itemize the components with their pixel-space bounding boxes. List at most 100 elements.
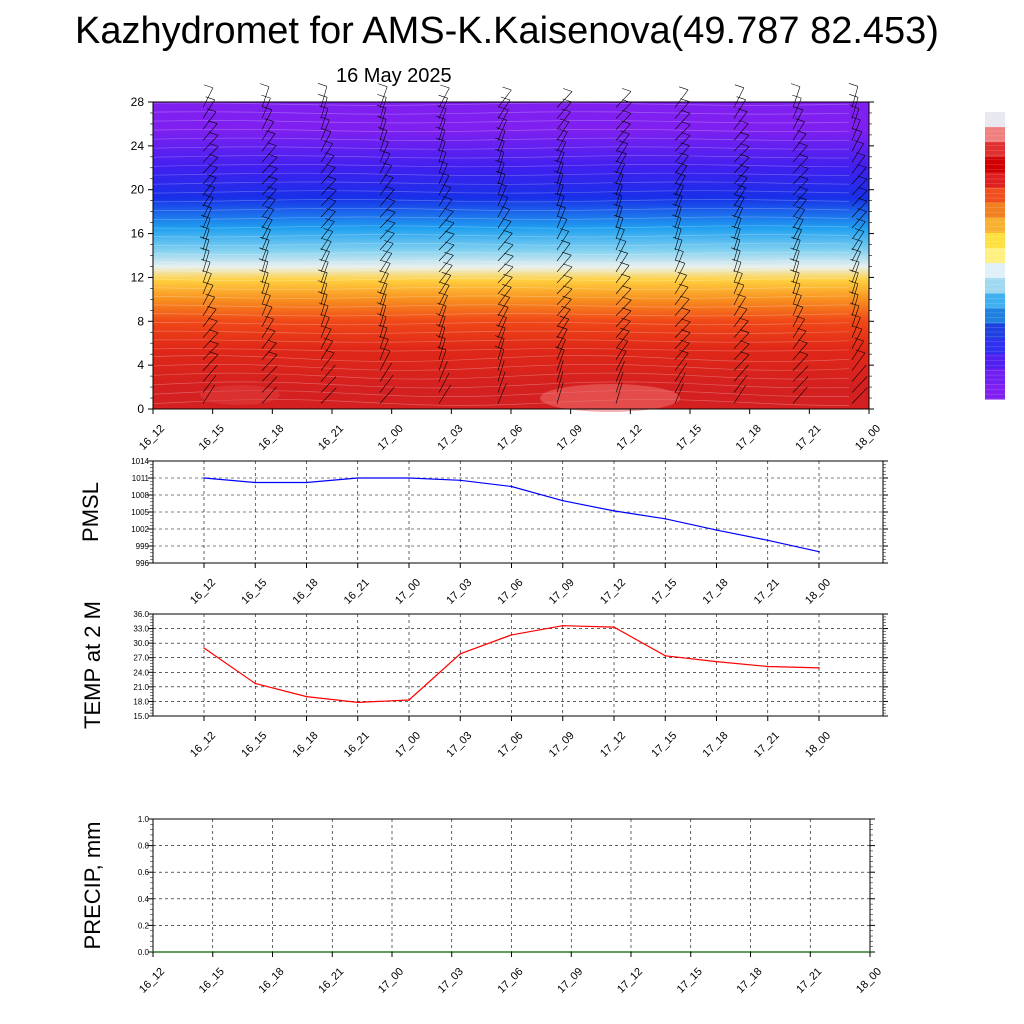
wind-barb [674,175,686,196]
wind-barb [733,374,748,393]
wind-barb-flag [259,269,269,274]
wind-barb-flag [385,186,395,190]
wind-barb-flag [553,170,563,175]
x-tick-label: 17_03 [444,730,474,760]
wind-barb [674,287,689,306]
data-point [305,695,308,698]
wind-barb-flag [378,324,388,329]
y-tick-label: 0.2 [138,921,150,930]
wind-barb [261,261,269,283]
wind-barb-flag [261,226,271,230]
x-tick-label: 17_00 [393,730,423,760]
wind-barb-flag [854,140,864,144]
wind-barb [556,101,572,119]
wind-barb [556,349,565,371]
wind-barb-flag [266,196,276,200]
precip-panel: 0.0 0.2 0.4 0.6 0.8 1.0 16_12 16_15 16_18 16_21 17… [80,815,884,996]
wind-barb-flag [675,260,686,264]
wind-barb [497,130,506,152]
wind-barb-flag [495,137,505,142]
wind-barb [438,108,447,130]
wind-barb-flag [500,294,510,298]
wind-barb [792,209,806,229]
wind-barb-flag [440,84,450,89]
wind-barb-flag [617,150,627,155]
wind-barb [556,173,564,196]
wind-barb-flag [502,86,512,91]
wind-barb [851,143,864,163]
wind-barb-flag [320,248,330,252]
wind-barb-flag [731,225,741,230]
wind-barb-flag [851,248,861,252]
wind-barb [202,157,219,174]
wind-barb [674,372,686,393]
wind-barb-flag [736,96,746,100]
wind-barb-flag [792,226,802,231]
wind-barb [320,108,329,130]
wind-barb [261,178,278,196]
data-point [664,655,667,657]
wind-barb [792,133,807,152]
wind-barb-flag [327,175,337,180]
wind-barb [851,340,864,360]
x-tick-label: 16_18 [291,577,321,607]
wind-barb [320,262,329,284]
contour-line [152,364,850,371]
colorbar-swatch [985,383,1005,400]
colorbar-swatch [985,263,1005,279]
wind-barb-flag [734,84,744,89]
wind-barb-flag [325,218,335,222]
wind-barb [615,241,627,262]
wind-barb-flag [318,94,328,98]
wind-barb [556,121,570,141]
wind-barb-flag [441,184,451,188]
wind-barb [261,376,278,393]
wind-barb-flag [562,295,572,300]
wind-barb-flag [384,240,394,244]
wind-barb [379,283,388,305]
wind-barb-flag [556,336,566,340]
x-tick-label: 17_18 [735,966,765,996]
data-point [305,481,308,484]
wind-barb [615,320,631,338]
wind-barb [674,310,691,327]
wind-barb [438,372,450,393]
wind-barb [379,130,388,152]
wind-barb-flag [201,258,211,263]
contour-line [152,181,850,185]
x-tick-label: 17_09 [547,730,577,760]
wind-barb-flag [739,120,749,124]
y-tick-label: 0.4 [138,895,150,904]
wind-barb-flag [613,214,624,219]
wind-barb [556,288,573,306]
wind-barb-flag [497,314,507,318]
x-tick-label: 16_15 [239,577,269,607]
wind-barb-flag [377,94,387,98]
wind-barb-flag [735,194,745,198]
wind-barb [615,253,628,273]
wind-barb [674,196,683,218]
colorbar-swatch [985,127,1005,143]
wind-barb [792,109,804,130]
wind-barb [379,119,387,141]
wind-barb-flag [498,194,509,198]
wind-barb [202,309,217,327]
wind-barb-flag [322,325,332,330]
warm-surface-pocket [540,384,680,412]
wind-barb [497,174,506,196]
wind-barb-flag [738,174,748,178]
wind-barb [851,305,860,327]
wind-barb [320,221,335,240]
wind-barb-flag [563,263,573,268]
wind-barb [379,339,389,360]
wind-barb [379,327,388,349]
wind-barb-flag [798,186,808,190]
wind-barb-flag [730,236,740,241]
wind-barb [556,371,564,393]
wind-barb [674,206,682,229]
wind-barb-flag [444,252,454,256]
contour-line [152,321,850,326]
wind-barb [792,189,808,207]
wind-barb [733,262,742,284]
wind-barb-flag [205,184,215,188]
